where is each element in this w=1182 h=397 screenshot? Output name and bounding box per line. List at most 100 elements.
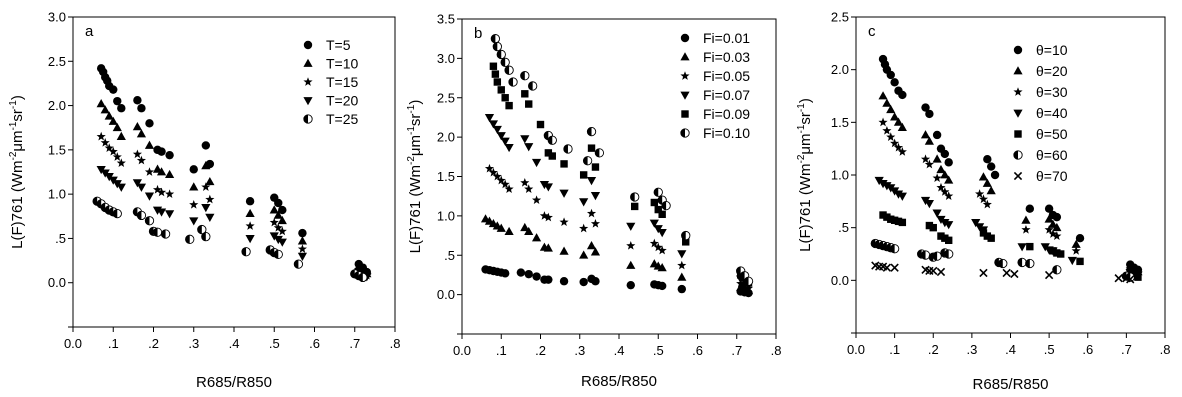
- data-point: [940, 187, 950, 196]
- data-point: [944, 191, 954, 200]
- legend-marker: [303, 97, 313, 106]
- data-point: [531, 158, 542, 168]
- data-point: [201, 182, 211, 191]
- data-point: [1044, 224, 1054, 234]
- data-point: [878, 91, 888, 100]
- data-point: [493, 78, 502, 86]
- data-point: [484, 163, 495, 173]
- data-point: [932, 130, 942, 140]
- data-point: [594, 148, 605, 158]
- data-point: [201, 141, 211, 150]
- series-2: [96, 131, 372, 280]
- data-point: [536, 120, 545, 129]
- y-tick-label: 1.0: [437, 208, 455, 223]
- data-point: [893, 117, 904, 126]
- data-point: [136, 183, 147, 192]
- data-point: [278, 205, 287, 215]
- legend-label: T=20: [326, 93, 359, 109]
- data-point: [890, 78, 899, 87]
- data-point: [160, 229, 171, 239]
- data-point: [591, 163, 600, 171]
- y-tick-label: 0.0: [437, 287, 455, 302]
- data-point: [944, 249, 954, 259]
- legend-marker: [1013, 171, 1023, 181]
- data-point: [878, 180, 888, 189]
- y-axis-label: L(F)761 (Wm-2μm-1sr-1): [406, 100, 424, 254]
- data-point: [650, 198, 659, 207]
- x-tick-label: .4: [229, 336, 240, 351]
- data-point: [543, 183, 553, 192]
- data-point: [108, 146, 118, 156]
- data-point: [516, 268, 526, 277]
- data-point: [878, 117, 888, 127]
- legend-label: θ=70: [1036, 168, 1068, 184]
- x-tick-label: .6: [692, 343, 703, 358]
- series-4: [92, 196, 368, 283]
- data-point: [978, 194, 989, 204]
- data-point: [531, 233, 542, 242]
- data-point: [520, 178, 530, 187]
- data-point: [132, 149, 142, 159]
- data-point: [136, 129, 147, 138]
- y-axis-label: L(F)761 (Wm-2μm-1sr-1): [8, 95, 26, 249]
- data-point: [986, 186, 996, 195]
- data-point: [189, 165, 198, 174]
- series-5: [490, 34, 754, 286]
- data-point: [929, 223, 937, 232]
- y-tick-label: 2.0: [831, 62, 849, 77]
- data-point: [1021, 224, 1031, 234]
- data-point: [978, 172, 989, 181]
- x-tick-label: .4: [614, 343, 625, 358]
- data-point: [894, 217, 903, 226]
- data-point: [886, 70, 895, 80]
- data-point: [586, 241, 597, 250]
- y-tick-label: 2.0: [48, 98, 66, 113]
- x-tick-label: .8: [771, 343, 782, 358]
- data-point: [591, 277, 600, 286]
- data-point: [921, 103, 930, 112]
- data-point: [626, 241, 636, 250]
- data-point: [932, 251, 942, 261]
- y-tick-label: .5: [55, 231, 66, 246]
- x-tick-label: .5: [1044, 342, 1055, 357]
- x-tick-label: 0.0: [453, 343, 471, 358]
- data-point: [1052, 212, 1062, 222]
- data-point: [626, 260, 636, 269]
- data-point: [133, 96, 142, 105]
- x-tick-label: .4: [1005, 342, 1016, 357]
- legend-label: Fi=0.07: [703, 87, 750, 103]
- data-point: [245, 221, 255, 230]
- legend-label: T=15: [326, 74, 359, 90]
- data-point: [1017, 243, 1027, 252]
- data-point: [197, 224, 207, 235]
- data-point: [245, 208, 255, 218]
- data-point: [736, 266, 746, 276]
- data-point: [1021, 215, 1031, 224]
- data-point: [979, 229, 988, 237]
- data-point: [897, 147, 907, 156]
- data-point: [579, 198, 589, 207]
- data-point: [1052, 222, 1062, 232]
- data-point: [274, 198, 283, 208]
- data-point: [681, 230, 691, 241]
- legend: θ=10 θ=20 θ=30 θ=40 θ=50 θ=60 θ=70: [1013, 42, 1068, 184]
- data-point: [113, 96, 122, 106]
- data-point: [1010, 269, 1019, 279]
- x-tick-label: .1: [496, 343, 507, 358]
- y-tick-label: 1.5: [831, 115, 849, 130]
- data-point: [277, 226, 287, 236]
- data-point: [944, 158, 953, 167]
- data-point: [893, 142, 904, 152]
- data-point: [521, 90, 529, 98]
- data-point: [879, 211, 887, 219]
- data-point: [1057, 250, 1065, 258]
- data-point: [96, 99, 106, 108]
- data-point: [1044, 270, 1054, 280]
- y-tick-label: 2.5: [48, 54, 66, 69]
- data-point: [936, 267, 946, 277]
- data-point: [579, 223, 589, 233]
- data-point: [559, 189, 569, 198]
- data-point: [165, 189, 175, 199]
- x-tick-label: .8: [390, 336, 401, 351]
- legend-marker: [680, 91, 690, 100]
